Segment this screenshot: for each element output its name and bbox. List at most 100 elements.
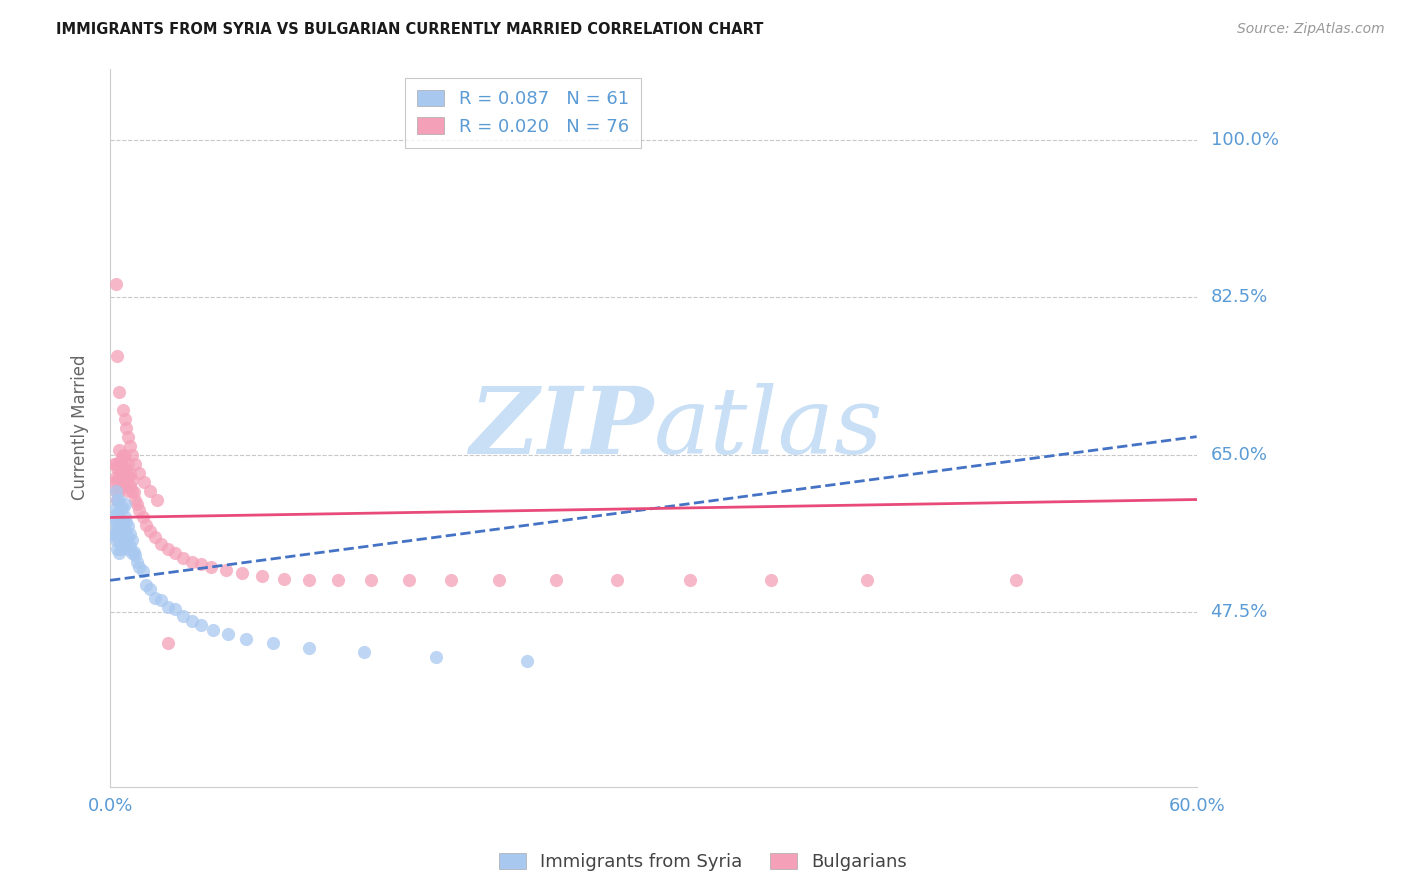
Point: [114, 411, 136, 425]
Point: [105, 541, 128, 556]
Y-axis label: Currently Married: Currently Married: [72, 355, 89, 500]
Point: [104, 501, 127, 516]
Point: [103, 528, 125, 542]
Point: [105, 492, 128, 507]
Point: [118, 539, 141, 553]
Point: [298, 640, 321, 655]
Point: [108, 384, 131, 399]
Point: [146, 492, 169, 507]
Point: [104, 277, 127, 291]
Text: 100.0%: 100.0%: [1211, 131, 1278, 149]
Point: [111, 501, 134, 516]
Point: [425, 649, 447, 664]
Point: [139, 483, 162, 498]
Point: [117, 483, 139, 498]
Point: [759, 574, 782, 588]
Point: [117, 541, 139, 556]
Point: [108, 492, 131, 507]
Point: [124, 492, 146, 507]
Legend: Immigrants from Syria, Bulgarians: Immigrants from Syria, Bulgarians: [492, 846, 914, 879]
Point: [105, 349, 128, 363]
Point: [114, 450, 136, 464]
Point: [111, 448, 134, 462]
Point: [105, 528, 128, 542]
Point: [110, 515, 132, 529]
Point: [124, 548, 146, 562]
Point: [215, 563, 238, 577]
Point: [115, 528, 138, 542]
Point: [190, 557, 212, 571]
Point: [122, 544, 145, 558]
Text: 47.5%: 47.5%: [1211, 603, 1268, 621]
Point: [104, 470, 127, 484]
Point: [108, 483, 131, 498]
Point: [172, 609, 194, 624]
Point: [273, 572, 295, 586]
Point: [127, 555, 149, 569]
Point: [360, 574, 382, 588]
Point: [110, 501, 132, 516]
Point: [104, 483, 127, 498]
Point: [128, 466, 150, 480]
Point: [202, 623, 225, 637]
Point: [128, 559, 150, 574]
Point: [117, 530, 139, 544]
Point: [606, 574, 628, 588]
Point: [1004, 574, 1026, 588]
Point: [115, 420, 138, 434]
Point: [114, 497, 136, 511]
Point: [108, 443, 131, 458]
Point: [114, 533, 136, 547]
Point: [121, 448, 143, 462]
Point: [149, 593, 172, 607]
Point: [111, 402, 134, 417]
Point: [114, 510, 136, 524]
Point: [111, 515, 134, 529]
Point: [104, 515, 127, 529]
Point: [157, 600, 180, 615]
Point: [118, 526, 141, 541]
Point: [180, 555, 202, 569]
Point: [398, 574, 420, 588]
Point: [217, 627, 239, 641]
Point: [122, 485, 145, 500]
Point: [157, 636, 180, 650]
Point: [104, 524, 127, 538]
Point: [110, 528, 132, 542]
Point: [105, 475, 128, 489]
Text: IMMIGRANTS FROM SYRIA VS BULGARIAN CURRENTLY MARRIED CORRELATION CHART: IMMIGRANTS FROM SYRIA VS BULGARIAN CURRE…: [56, 22, 763, 37]
Point: [121, 483, 143, 498]
Text: atlas: atlas: [654, 383, 883, 473]
Point: [108, 457, 131, 471]
Point: [111, 461, 134, 475]
Point: [128, 503, 150, 517]
Point: [231, 566, 253, 581]
Point: [856, 574, 879, 588]
Point: [117, 519, 139, 533]
Point: [678, 574, 700, 588]
Point: [117, 470, 139, 484]
Text: ZIP: ZIP: [470, 383, 654, 473]
Point: [115, 466, 138, 480]
Point: [103, 457, 125, 471]
Point: [121, 533, 143, 547]
Point: [134, 475, 156, 489]
Point: [118, 467, 141, 482]
Point: [488, 574, 510, 588]
Point: [131, 565, 153, 579]
Point: [103, 475, 125, 489]
Point: [114, 524, 136, 538]
Point: [115, 515, 138, 529]
Point: [157, 541, 180, 556]
Point: [118, 439, 141, 453]
Point: [104, 533, 127, 547]
Point: [200, 559, 222, 574]
Point: [108, 510, 131, 524]
Point: [131, 510, 153, 524]
Point: [165, 602, 187, 616]
Point: [262, 636, 284, 650]
Point: [235, 632, 257, 646]
Point: [108, 546, 131, 560]
Point: [104, 483, 127, 498]
Point: [111, 475, 134, 489]
